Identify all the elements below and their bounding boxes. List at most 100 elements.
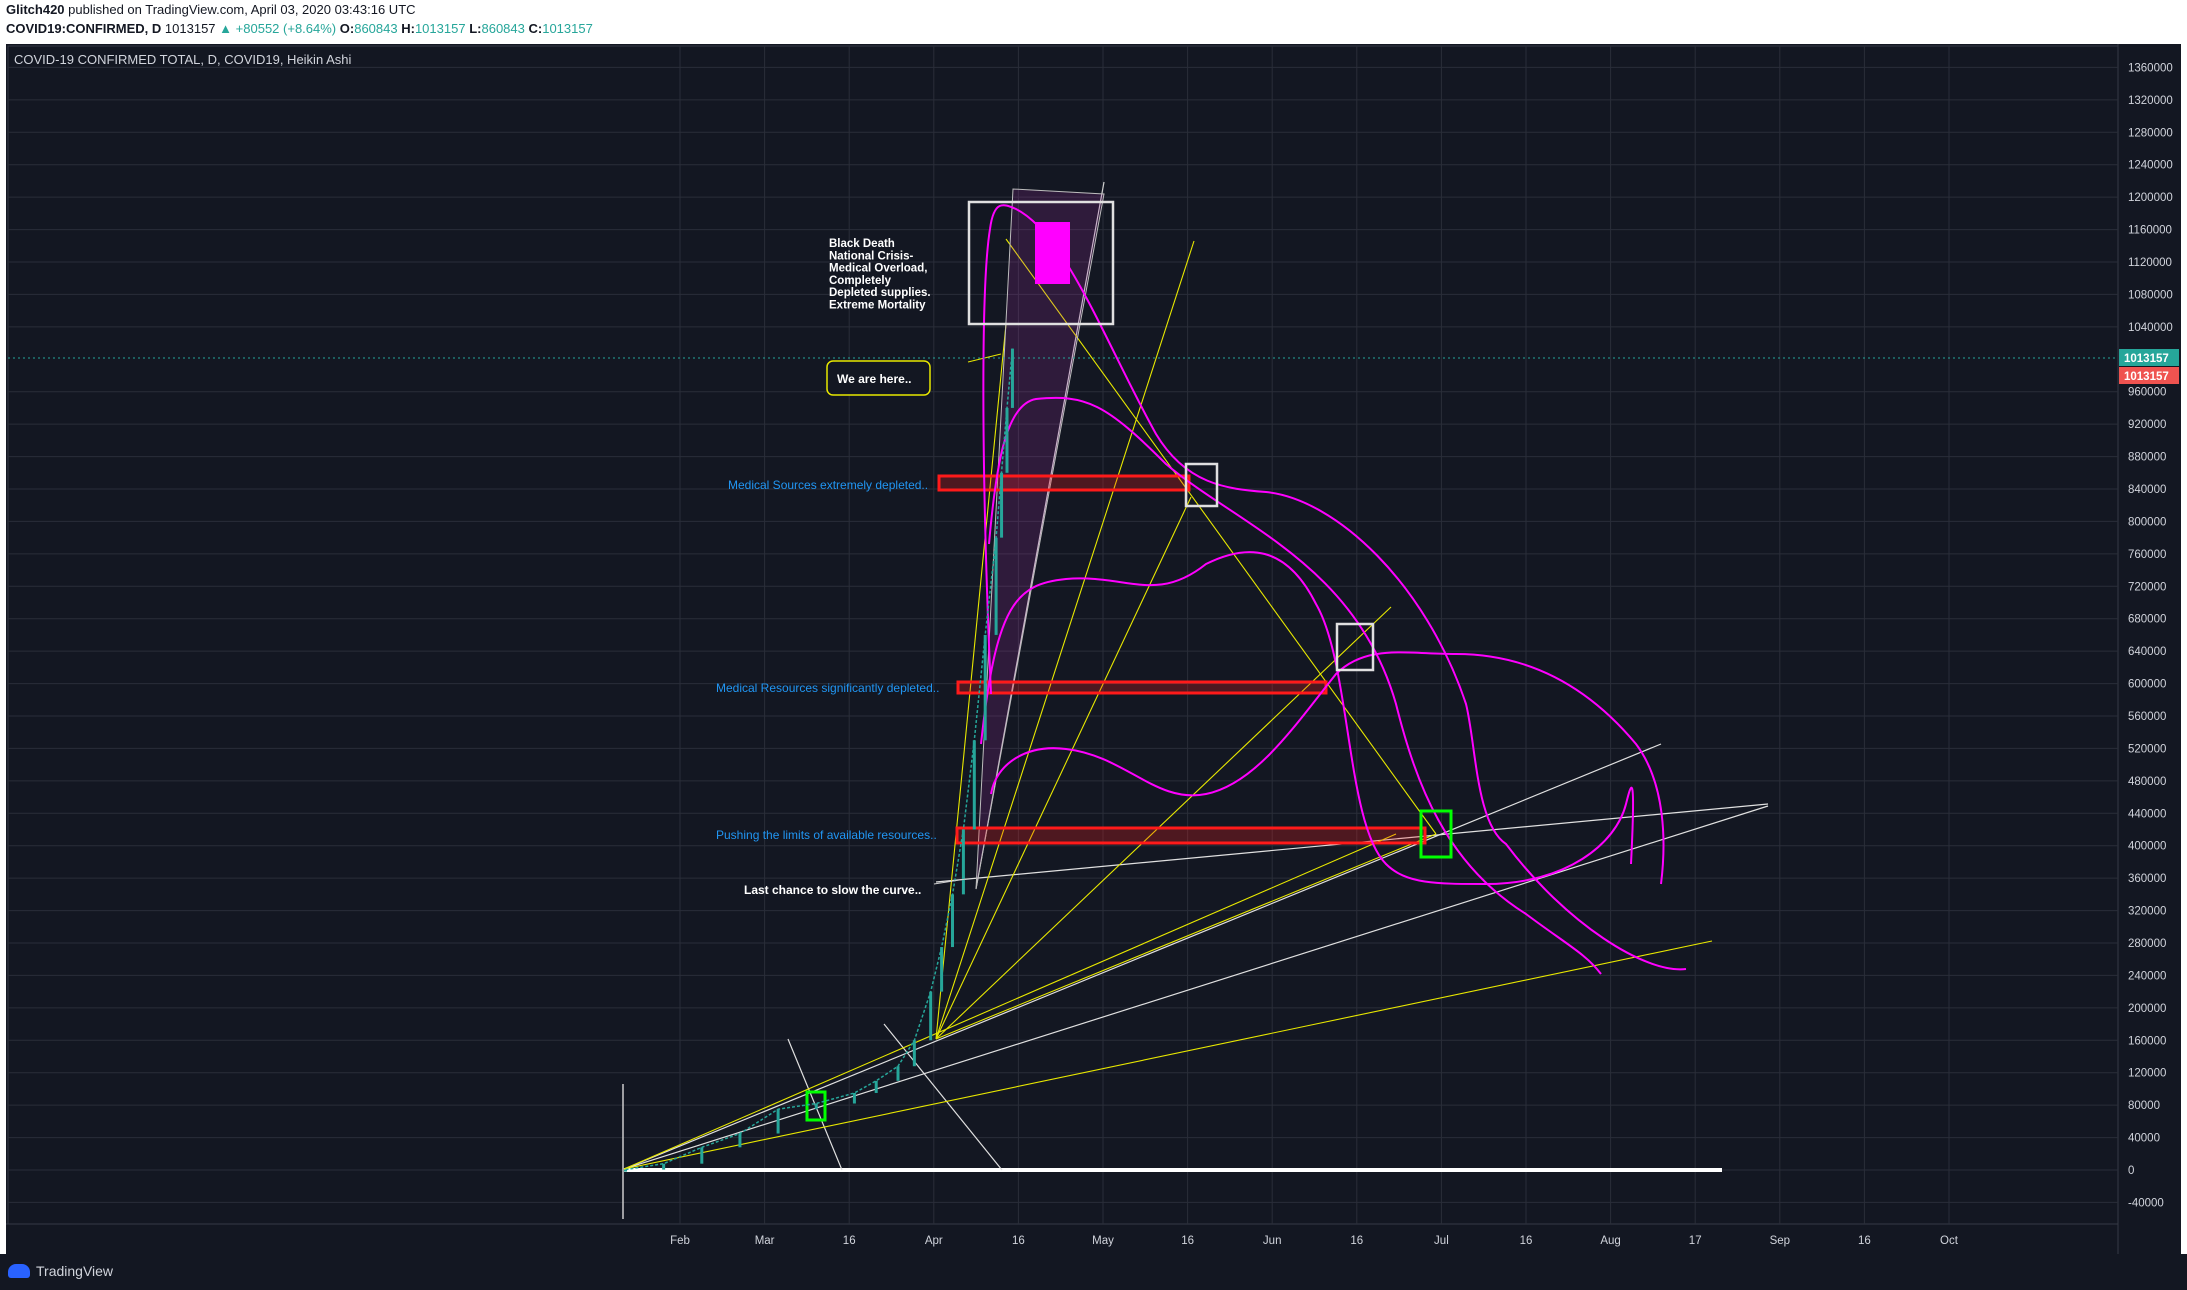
y-tick-label: 240000: [2128, 970, 2166, 982]
red-zone-top: [937, 474, 1191, 492]
y-tick-label: 440000: [2128, 808, 2166, 820]
candle: [700, 1147, 704, 1164]
black-death-line: Depleted supplies.: [829, 287, 931, 299]
author-name[interactable]: Glitch420: [6, 2, 65, 17]
y-tick-label: 640000: [2128, 646, 2166, 658]
y-tick-label: 1040000: [2128, 322, 2173, 334]
medical-sources-note: Medical Sources extremely depleted..: [728, 478, 928, 492]
candle: [852, 1092, 856, 1104]
candle: [896, 1066, 900, 1081]
y-tick-label: 200000: [2128, 1003, 2166, 1015]
x-tick-label: Oct: [1940, 1235, 1959, 1247]
red-zone-bottom: [955, 826, 1427, 845]
candle: [874, 1080, 878, 1093]
last-value: 1013157: [164, 21, 216, 36]
white-marker-box: [1335, 622, 1375, 672]
y-tick-label: 1320000: [2128, 95, 2173, 107]
magenta-curve: [988, 396, 1602, 975]
candle: [624, 1169, 627, 1172]
shaded-wedge: [975, 188, 1105, 890]
drawings-layer: [8, 181, 2118, 1219]
symbol-label[interactable]: COVID19:CONFIRMED, D: [6, 21, 162, 36]
candle: [961, 829, 965, 895]
y-tick-label: 1280000: [2128, 127, 2173, 139]
grid-lines: [8, 46, 2118, 1224]
candle: [776, 1109, 780, 1134]
chart-area[interactable]: 1400000136000013200001280000124000012000…: [6, 44, 2181, 1254]
y-tick-label: 40000: [2128, 1133, 2160, 1145]
price-badge-green-text: 1013157: [2124, 353, 2169, 365]
white-trend-line: [623, 743, 1662, 1170]
open-label: O:: [339, 21, 355, 36]
yellow-fan-line: [935, 606, 1392, 1040]
low-value: 860843: [481, 21, 525, 36]
y-tick-label: 1240000: [2128, 160, 2173, 172]
price-badge-red-text: 1013157: [2124, 371, 2169, 383]
y-tick-label: 1120000: [2128, 257, 2172, 269]
time-axis[interactable]: Feb Mar 16 Apr 16 May 16 Jun 16 Jul 16 Aug 17 Sep 16 Oc…: [670, 1235, 1959, 1247]
candle: [994, 537, 998, 635]
candle: [738, 1133, 742, 1148]
green-marker-box: [805, 1090, 827, 1122]
we-are-here-note: We are here..: [837, 372, 911, 386]
y-tick-label: 160000: [2128, 1035, 2166, 1047]
x-tick-label: 16: [1858, 1235, 1871, 1247]
high-value: 1013157: [414, 21, 466, 36]
y-tick-label: -40000: [2128, 1197, 2164, 1209]
candle: [951, 894, 954, 948]
candle: [983, 634, 987, 741]
high-label: H:: [401, 21, 415, 36]
black-death-line: Black Death: [829, 238, 895, 250]
brand-label: TradingView: [36, 1263, 114, 1279]
chart-svg[interactable]: 1400000136000013200001280000124000012000…: [6, 44, 2181, 1254]
y-tick-label: 320000: [2128, 906, 2166, 918]
candle: [1000, 472, 1004, 538]
tradingview-cloud-icon: [8, 1264, 30, 1278]
black-death-line: Medical Overload,: [829, 263, 927, 275]
yellow-fan-line: [935, 833, 1437, 1040]
last-chance-pointer: [933, 878, 967, 885]
last-chance-note: Last chance to slow the curve..: [744, 883, 921, 897]
annotation-texts: Black Death National Crisis-Medical Overl…: [716, 238, 967, 897]
open-value: 860843: [354, 21, 398, 36]
yellow-fan-line: [935, 240, 1195, 1040]
x-tick-label: 17: [1689, 1235, 1702, 1247]
black-death-line: Extreme Mortality: [829, 300, 926, 312]
candles-series[interactable]: [624, 348, 1014, 1172]
black-death-note: Black Death National Crisis-Medical Overl…: [829, 238, 931, 312]
magenta-curve: [982, 204, 1687, 971]
black-death-line: Completely: [829, 275, 892, 287]
candle: [1005, 407, 1009, 473]
tradingview-logo[interactable]: TradingView: [8, 1263, 113, 1279]
y-tick-label: 840000: [2128, 484, 2166, 496]
y-tick-label: 800000: [2128, 516, 2166, 528]
x-tick-label: 16: [843, 1235, 856, 1247]
y-tick-label: 0: [2128, 1165, 2134, 1177]
price-axis[interactable]: 1400000136000013200001280000124000012000…: [2128, 44, 2173, 1209]
price-badge-red: [2119, 367, 2179, 384]
y-tick-label: 760000: [2128, 549, 2166, 561]
candle: [929, 991, 933, 1041]
header-bar: Glitch420 published on TradingView.com, …: [0, 0, 2187, 40]
yellow-fan-line: [935, 496, 1192, 1040]
pushing-limits-note: Pushing the limits of available resource…: [716, 828, 937, 842]
y-tick-label: 1160000: [2128, 225, 2172, 237]
medical-resources-note: Medical Resources significantly depleted…: [716, 681, 939, 695]
yellow-fan-line: [623, 833, 1397, 1170]
series-close-line: [625, 348, 1014, 1171]
magenta-curve: [990, 651, 1665, 885]
green-target-box: [1419, 809, 1453, 859]
y-tick-label: 560000: [2128, 711, 2166, 723]
y-tick-label: 1200000: [2128, 192, 2173, 204]
candle: [912, 1040, 916, 1067]
price-badge-green: [2119, 349, 2179, 366]
candle: [1010, 348, 1014, 408]
y-tick-label: 720000: [2128, 581, 2166, 593]
y-tick-label: 360000: [2128, 873, 2166, 885]
x-tick-label: Jul: [1434, 1235, 1449, 1247]
y-tick-label: 80000: [2128, 1100, 2160, 1112]
x-tick-label: Mar: [755, 1235, 775, 1247]
close-value: 1013157: [542, 21, 593, 36]
x-tick-label: 16: [1012, 1235, 1025, 1247]
y-tick-label: 600000: [2128, 679, 2166, 691]
